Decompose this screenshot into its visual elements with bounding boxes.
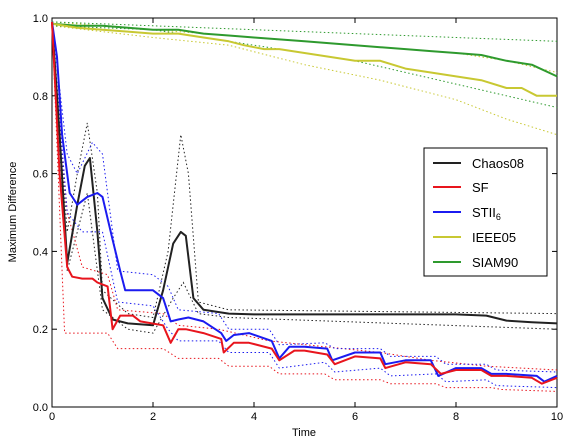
legend-label-ieee05: IEEE05 [472, 230, 516, 245]
x-tick-label: 8 [453, 411, 459, 423]
series-line-siam90 [51, 22, 558, 78]
series-line-ieee05 [51, 22, 557, 97]
series-lines [51, 21, 558, 385]
x-tick-label: 10 [551, 411, 563, 423]
plot-frame [51, 17, 558, 408]
legend-label-stii6: STII6 [472, 205, 501, 222]
legend-label-siam90: SIAM90 [472, 255, 518, 270]
x-tick-label: 6 [352, 411, 358, 423]
envelope-upper-chaos08 [51, 21, 558, 319]
legend: Chaos08 SF STII6 IEEE05 SIAM90 [423, 147, 548, 277]
y-tick-label: 1.0 [33, 13, 48, 25]
x-tick-label: 0 [49, 411, 55, 423]
series-line-chaos08 [51, 21, 558, 327]
legend-label-chaos08: Chaos08 [472, 156, 524, 171]
envelope-upper-sf [51, 21, 558, 371]
y-axis-label: Maximum Difference [7, 162, 19, 263]
envelope-lower-stii6 [51, 21, 558, 389]
envelope-lower-sf [51, 21, 558, 392]
envelope-upper-stii6 [51, 21, 558, 373]
legend-label-sf: SF [472, 180, 489, 195]
envelope-lower-ieee05 [51, 25, 558, 136]
axis-ticks: 0 2 4 6 8 10 0.0 0.2 0.4 0.6 0.8 1.0 [33, 13, 563, 423]
envelope-upper-siam90 [51, 21, 558, 42]
y-tick-label: 0.6 [33, 169, 48, 181]
envelope-lower-siam90 [51, 25, 558, 108]
series-line-sf [51, 21, 558, 385]
y-tick-label: 0.2 [33, 324, 48, 336]
y-tick-label: 0.0 [33, 402, 48, 414]
x-tick-label: 4 [251, 411, 257, 423]
y-tick-label: 0.8 [33, 91, 48, 103]
x-axis-label: Time [292, 427, 316, 439]
y-tick-label: 0.4 [33, 246, 48, 258]
x-tick-label: 2 [150, 411, 156, 423]
